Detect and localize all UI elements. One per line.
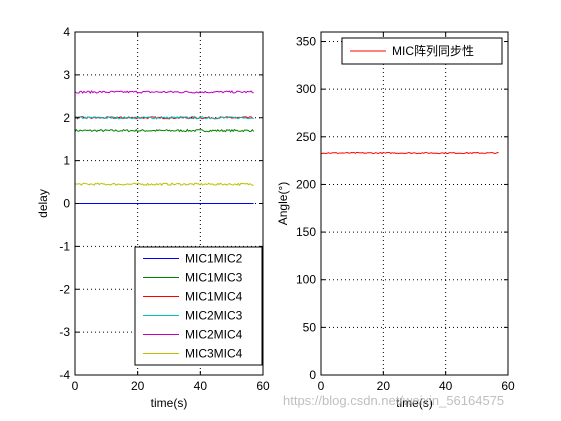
legend-label: MIC2MIC3 (185, 309, 243, 323)
y-tick-label: 50 (303, 320, 317, 334)
y-tick-label: 300 (296, 82, 316, 96)
legend-label: MIC3MIC4 (185, 347, 243, 361)
y-tick-label: 200 (296, 177, 316, 191)
y-tick-label: 150 (296, 225, 316, 239)
y-tick-label: -1 (59, 239, 70, 253)
x-tick-label: 40 (194, 379, 208, 393)
legend-label: MIC1MIC2 (185, 252, 243, 266)
watermark: https://blog.csdn.net/weixin_56164575 (283, 393, 505, 408)
axes-frame (320, 31, 509, 376)
right-axes: 0 20 40 60 0 50 100 150 200 250 300 350 time(s) Angle… (276, 31, 515, 410)
x-tick-label: 20 (131, 379, 145, 393)
y-axis-label: Angle(°) (276, 182, 290, 225)
x-axis-label: time(s) (396, 396, 433, 410)
y-tick-label: -4 (59, 368, 70, 382)
y-tick-label: 2 (63, 111, 70, 125)
y-tick-label: 0 (63, 197, 70, 211)
y-tick-label: -3 (59, 325, 70, 339)
y-tick-label: 0 (309, 368, 316, 382)
x-axis-label: time(s) (151, 396, 188, 410)
series-line-mic1mic3 (74, 128, 254, 133)
y-tick-label: 250 (296, 130, 316, 144)
legend-label: MIC阵列同步性 (392, 44, 474, 58)
x-tick-label: 0 (72, 379, 79, 393)
y-tick-label: 1 (63, 154, 70, 168)
legend-box (134, 246, 263, 366)
series-line-mic3mic4 (74, 182, 254, 187)
x-tick-label: 60 (256, 379, 270, 393)
x-tick-label: 0 (318, 379, 325, 393)
y-tick-label: 350 (296, 35, 316, 49)
y-axis-label: delay (36, 189, 50, 218)
x-tick-label: 60 (501, 379, 515, 393)
y-tick-label: 100 (296, 273, 316, 287)
left-axes: 0 20 40 60 -4 -3 -2 -1 0 1 2 3 4 time(s) delay MIC1MIC2… (36, 25, 270, 410)
legend-label: MIC2MIC4 (185, 328, 243, 342)
y-tick-label: 3 (63, 68, 70, 82)
series-line-mic2mic3 (74, 116, 254, 120)
y-tick-label: 4 (63, 25, 70, 39)
series-line-mic (320, 151, 499, 155)
series-line-mic2mic4 (74, 90, 254, 94)
y-tick-label: -2 (59, 282, 70, 296)
legend-label: MIC1MIC3 (185, 271, 243, 285)
x-tick-label: 40 (439, 379, 453, 393)
legend-label: MIC1MIC4 (185, 290, 243, 304)
x-tick-label: 20 (377, 379, 391, 393)
